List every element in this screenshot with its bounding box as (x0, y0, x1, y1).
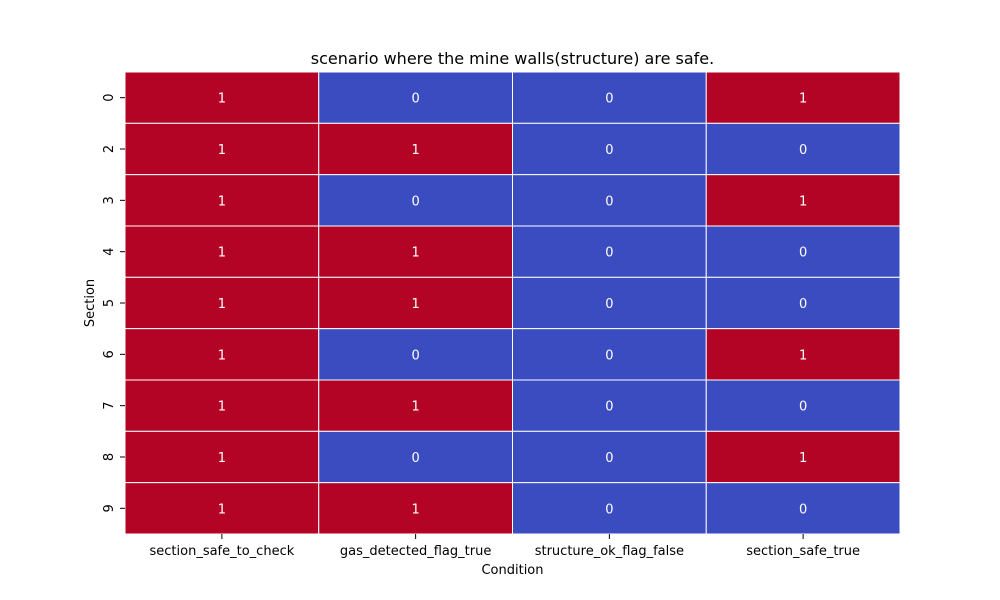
chart-title: scenario where the mine walls(structure)… (311, 49, 714, 68)
heatmap-cell-r4-c3 (705, 276, 901, 330)
heatmap-cell-r4-c1 (318, 276, 513, 330)
cell-annotation-r8-c3: 0 (799, 502, 807, 517)
cell-annotation-r5-c0: 1 (218, 348, 226, 363)
heatmap-cell-r8-c3 (705, 482, 901, 535)
heatmap-cell-r0-c2 (512, 71, 707, 124)
y-tick-label-2: 3 (102, 196, 117, 204)
heatmap-cell-r7-c0 (124, 430, 320, 484)
heatmap-cell-r5-c0 (124, 328, 320, 381)
cell-annotation-r6-c3: 0 (799, 400, 807, 415)
cell-annotation-r1-c0: 1 (218, 143, 226, 158)
heatmap-cell-r2-c3 (705, 174, 901, 227)
heatmap-cell-r2-c1 (318, 174, 513, 227)
x-tick-label-0: section_safe_to_check (150, 544, 295, 559)
cell-annotation-r2-c2: 0 (605, 194, 613, 209)
heatmap-cell-r5-c1 (318, 328, 513, 381)
cell-annotation-r3-c0: 1 (218, 246, 226, 261)
heatmap-cell-r5-c3 (705, 328, 901, 381)
cell-annotation-r5-c3: 1 (799, 348, 807, 363)
heatmap-cell-r0-c3 (705, 71, 901, 124)
y-tick-label-0: 0 (102, 94, 117, 102)
cell-annotation-r6-c2: 0 (605, 400, 613, 415)
cell-annotation-r2-c3: 1 (799, 194, 807, 209)
heatmap-cells (124, 71, 901, 535)
x-tick-label-3: section_safe_true (746, 544, 860, 559)
cell-annotation-r4-c3: 0 (799, 297, 807, 312)
cell-annotation-r4-c1: 1 (411, 297, 419, 312)
heatmap-cell-r1-c1 (318, 122, 513, 176)
heatmap-cell-r5-c2 (512, 328, 707, 381)
y-axis-ticks: 0 2 3 4 5 6 7 8 9 (102, 94, 125, 512)
heatmap-cell-r6-c3 (705, 379, 901, 432)
x-axis-ticks: section_safe_to_check gas_detected_flag_t… (150, 534, 860, 559)
cell-annotation-r7-c0: 1 (218, 451, 226, 466)
cell-annotation-r7-c3: 1 (799, 451, 807, 466)
cell-annotation-r7-c1: 0 (411, 451, 419, 466)
heatmap-cell-r3-c1 (318, 225, 513, 278)
heatmap-cell-r6-c2 (512, 379, 707, 432)
heatmap-cell-r1-c0 (124, 122, 320, 176)
cell-annotation-r8-c1: 1 (411, 502, 419, 517)
heatmap-cell-r7-c2 (512, 430, 707, 484)
cell-annotation-r3-c1: 1 (411, 246, 419, 261)
cell-annotation-r5-c1: 0 (411, 348, 419, 363)
cell-annotation-r4-c2: 0 (605, 297, 613, 312)
cell-annotation-r8-c0: 1 (218, 502, 226, 517)
cell-annotation-r7-c2: 0 (605, 451, 613, 466)
heatmap-cell-r0-c1 (318, 71, 513, 124)
cell-annotation-r3-c2: 0 (605, 246, 613, 261)
y-tick-label-8: 9 (102, 504, 117, 512)
heatmap-cell-r1-c3 (705, 122, 901, 176)
y-tick-label-7: 8 (102, 453, 117, 461)
x-axis-label: Condition (481, 563, 543, 578)
cell-annotation-r3-c3: 0 (799, 246, 807, 261)
cell-annotation-r6-c0: 1 (218, 400, 226, 415)
cell-annotation-r2-c0: 1 (218, 194, 226, 209)
cell-annotation-r4-c0: 1 (218, 297, 226, 312)
cell-annotation-r0-c3: 1 (799, 92, 807, 107)
cell-annotation-r6-c1: 1 (411, 400, 419, 415)
heatmap-cell-r3-c0 (124, 225, 320, 278)
heatmap-cell-r6-c0 (124, 379, 320, 432)
cell-annotation-r8-c2: 0 (605, 502, 613, 517)
cell-annotation-r1-c3: 0 (799, 143, 807, 158)
cell-annotation-r1-c2: 0 (605, 143, 613, 158)
heatmap-cell-r4-c0 (124, 276, 320, 330)
x-tick-label-1: gas_detected_flag_true (340, 544, 491, 559)
y-axis-label: Section (83, 279, 98, 327)
heatmap-cell-r8-c2 (512, 482, 707, 535)
x-tick-label-2: structure_ok_flag_false (535, 544, 684, 559)
heatmap-cell-r4-c2 (512, 276, 707, 330)
y-tick-label-5: 6 (102, 350, 117, 358)
y-tick-label-6: 7 (102, 402, 117, 410)
cell-annotation-r0-c0: 1 (218, 92, 226, 107)
heatmap-cell-r0-c0 (124, 71, 320, 124)
cell-annotation-r0-c1: 0 (411, 92, 419, 107)
cell-annotation-r1-c1: 1 (411, 143, 419, 158)
cell-annotations: 1 0 0 1 1 1 0 0 1 0 0 1 1 1 0 0 1 1 0 0 1 0 0 1 1 1 0 0 1 0 0 1 1 1 0 0 (218, 92, 808, 518)
cell-annotation-r0-c2: 0 (605, 92, 613, 107)
y-tick-label-3: 4 (102, 248, 117, 256)
heatmap-cell-r3-c3 (705, 225, 901, 278)
y-tick-label-4: 5 (102, 299, 117, 307)
cell-annotation-r5-c2: 0 (605, 348, 613, 363)
cell-annotation-r2-c1: 0 (411, 194, 419, 209)
y-tick-label-1: 2 (102, 145, 117, 153)
